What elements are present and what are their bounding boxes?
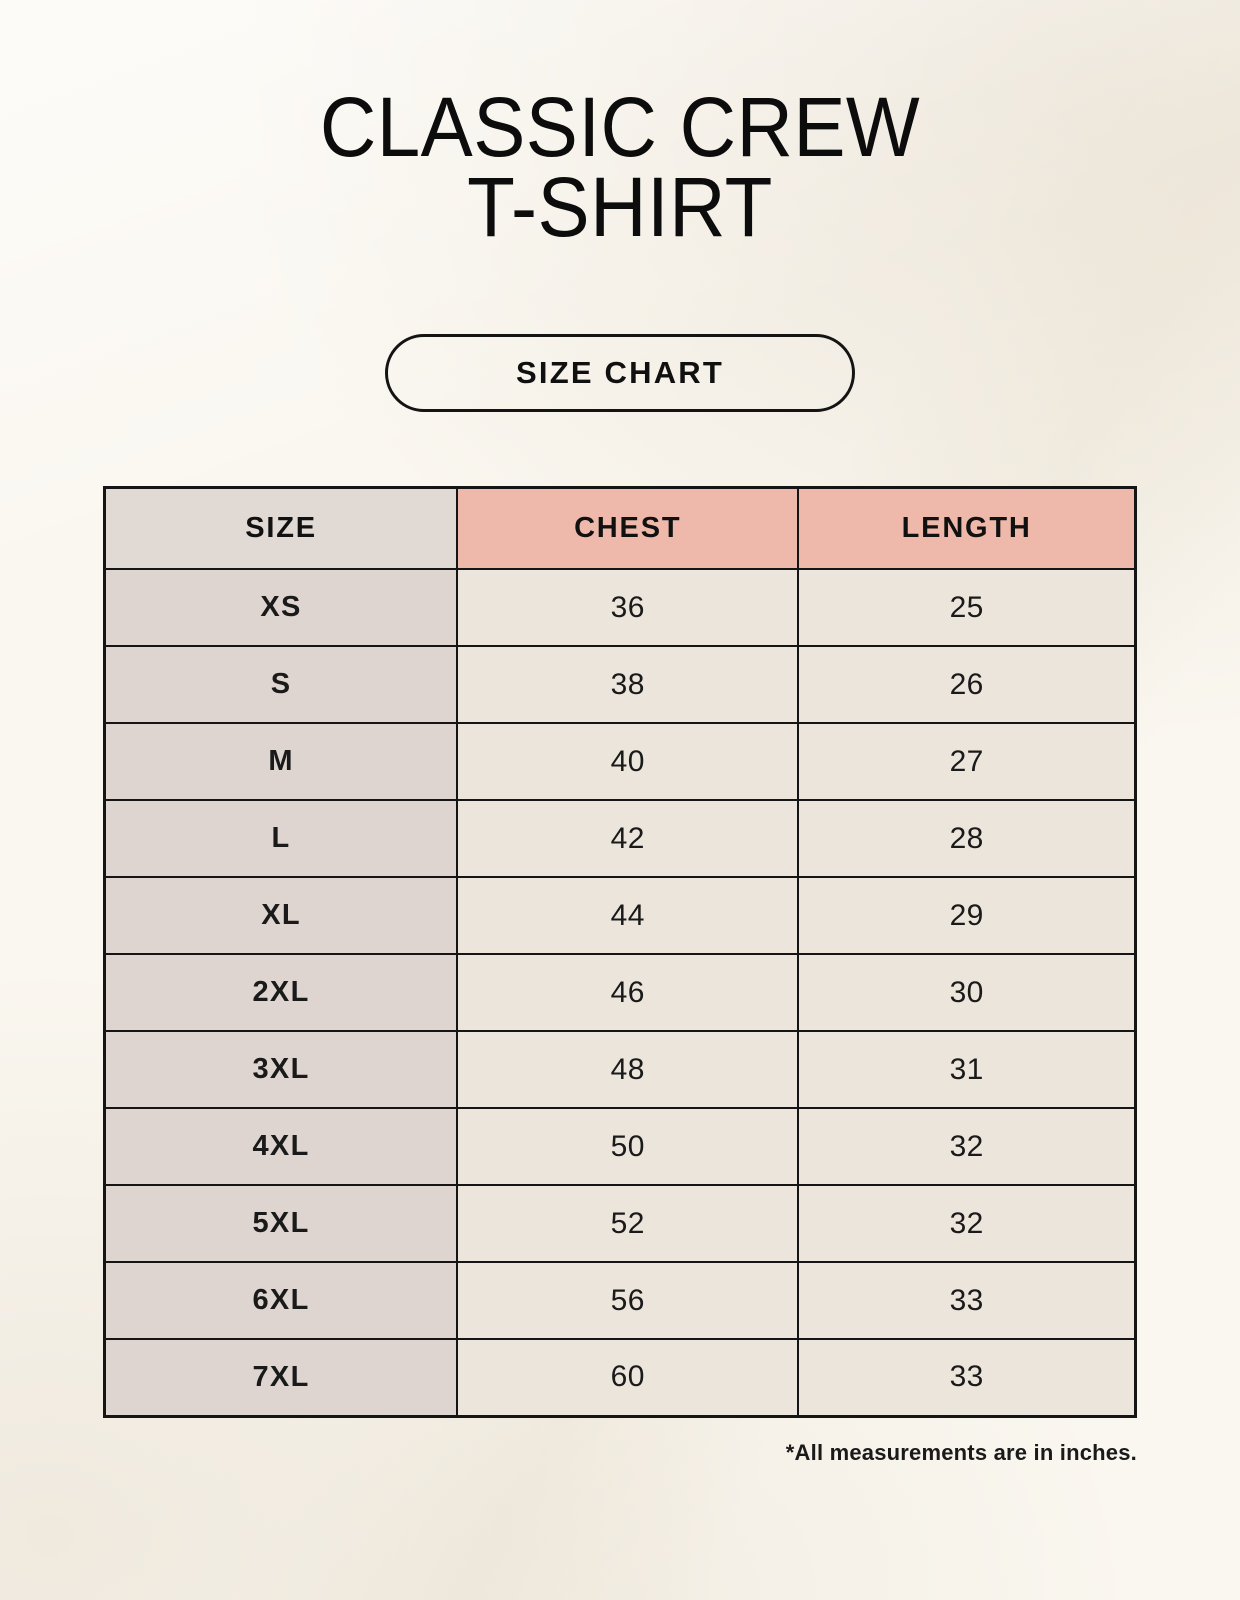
table-row: S 38 26: [103, 645, 1137, 725]
cell-length: 26: [797, 645, 1137, 725]
size-chart-table: SIZE CHEST LENGTH XS 36 25 S 38 26 M 40 27 L 42 28 X…: [103, 485, 1137, 1418]
cell-length: 33: [797, 1261, 1137, 1341]
measurements-footnote: *All measurements are in inches.: [785, 1439, 1137, 1465]
cell-length: 31: [797, 1030, 1137, 1110]
cell-size: XL: [103, 876, 459, 956]
badge-row: SIZE CHART: [0, 333, 1240, 412]
table-row: M 40 27: [103, 722, 1137, 802]
cell-length: 29: [797, 876, 1137, 956]
table-header-row: SIZE CHEST LENGTH: [103, 486, 1137, 571]
cell-size: 2XL: [103, 953, 459, 1033]
cell-length: 32: [797, 1107, 1137, 1187]
cell-chest: 48: [456, 1030, 800, 1110]
table-row: 7XL 60 33: [103, 1338, 1137, 1418]
cell-chest: 36: [456, 568, 800, 648]
table-row: XL 44 29: [103, 876, 1137, 956]
cell-chest: 50: [456, 1107, 800, 1187]
cell-size: 4XL: [103, 1107, 459, 1187]
cell-chest: 38: [456, 645, 800, 725]
table-body: XS 36 25 S 38 26 M 40 27 L 42 28 XL 44 29 2XL 46 30 3XL 48 3…: [103, 568, 1137, 1418]
table-row: L 42 28: [103, 799, 1137, 879]
table-header: SIZE CHEST LENGTH: [103, 486, 1137, 571]
table-row: 4XL 50 32: [103, 1107, 1137, 1187]
column-header-length: LENGTH: [797, 486, 1137, 571]
cell-chest: 56: [456, 1261, 800, 1341]
cell-chest: 52: [456, 1184, 800, 1264]
cell-length: 27: [797, 722, 1137, 802]
size-chart-badge: SIZE CHART: [385, 333, 855, 412]
table-row: XS 36 25: [103, 568, 1137, 648]
cell-chest: 60: [456, 1338, 800, 1418]
cell-length: 32: [797, 1184, 1137, 1264]
size-table-container: SIZE CHEST LENGTH XS 36 25 S 38 26 M 40 27 L 42 28 X…: [103, 485, 1137, 1418]
cell-length: 25: [797, 568, 1137, 648]
table-row: 2XL 46 30: [103, 953, 1137, 1033]
cell-chest: 40: [456, 722, 800, 802]
cell-size: L: [103, 799, 459, 879]
table-row: 6XL 56 33: [103, 1261, 1137, 1341]
table-row: 5XL 52 32: [103, 1184, 1137, 1264]
cell-chest: 42: [456, 799, 800, 879]
cell-chest: 44: [456, 876, 800, 956]
cell-length: 30: [797, 953, 1137, 1033]
cell-size: M: [103, 722, 459, 802]
table-row: 3XL 48 31: [103, 1030, 1137, 1110]
cell-size: S: [103, 645, 459, 725]
cell-chest: 46: [456, 953, 800, 1033]
column-header-chest: CHEST: [456, 486, 800, 571]
title-block: CLASSIC CREW T-SHIRT: [0, 0, 1240, 254]
cell-length: 33: [797, 1338, 1137, 1418]
column-header-size: SIZE: [103, 486, 459, 571]
cell-size: 5XL: [103, 1184, 459, 1264]
cell-length: 28: [797, 799, 1137, 879]
cell-size: 6XL: [103, 1261, 459, 1341]
cell-size: 7XL: [103, 1338, 459, 1418]
cell-size: XS: [103, 568, 459, 648]
cell-size: 3XL: [103, 1030, 459, 1110]
page-title: CLASSIC CREW T-SHIRT: [319, 80, 921, 254]
